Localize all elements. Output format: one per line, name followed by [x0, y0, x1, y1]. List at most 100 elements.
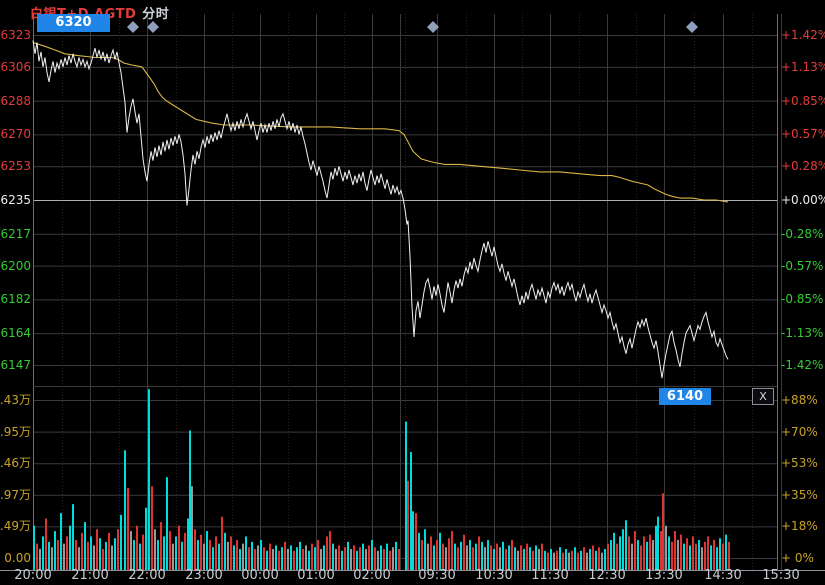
volume-bar	[347, 541, 349, 570]
volume-bar	[374, 547, 376, 570]
volume-bar	[556, 550, 558, 570]
volume-bar	[493, 549, 495, 570]
price-axis-label: 6288	[0, 93, 31, 108]
volume-axis-label: 5.95万	[0, 424, 31, 439]
volume-bar	[184, 532, 186, 570]
volume-bar	[127, 487, 129, 570]
volume-bar	[87, 541, 89, 570]
volume-axis-label: 2.97万	[0, 487, 31, 502]
time-axis-label: 14:30	[704, 568, 742, 583]
time-axis-label: 22:00	[128, 568, 166, 583]
volume-bar	[680, 534, 682, 570]
volume-bar	[350, 549, 352, 570]
volume-bar	[457, 547, 459, 570]
open-price-badge: 6320	[37, 14, 110, 32]
volume-bar	[660, 531, 662, 570]
volume-bar	[698, 540, 700, 570]
volume-bar	[197, 540, 199, 570]
volume-bar	[209, 540, 211, 570]
volume-bar	[287, 549, 289, 570]
volume-percent-axis-label: +53%	[781, 456, 818, 471]
volume-bar	[154, 529, 156, 570]
volume-percent-axis-label: + 0%	[781, 551, 814, 565]
volume-bar	[538, 549, 540, 570]
volume-bar	[224, 532, 226, 570]
volume-bar	[323, 545, 325, 570]
volume-percent-axis-label: +70%	[781, 424, 818, 439]
volume-bar	[583, 547, 585, 570]
volume-bar	[713, 540, 715, 570]
volume-bar	[386, 543, 388, 570]
volume-bar	[601, 552, 603, 570]
time-axis-label: 20:00	[14, 568, 52, 583]
volume-bar	[69, 525, 71, 570]
volume-bar	[175, 536, 177, 570]
volume-bar	[145, 507, 147, 570]
volume-bar	[151, 486, 153, 570]
volume-bar	[725, 534, 727, 570]
volume-bar	[102, 549, 104, 570]
volume-bar	[96, 529, 98, 570]
volume-bar	[412, 511, 414, 570]
percent-axis-label: +1.13%	[781, 59, 825, 74]
volume-bar	[160, 522, 162, 570]
percent-axis-label: -0.28%	[781, 226, 824, 241]
volume-bar	[637, 540, 639, 570]
volume-bar	[646, 541, 648, 570]
volume-bar	[114, 538, 116, 570]
volume-bar	[490, 545, 492, 570]
volume-bar	[302, 549, 304, 570]
volume-bar	[60, 513, 62, 570]
volume-bar	[157, 540, 159, 570]
volume-bar	[652, 540, 654, 570]
volume-bar	[716, 547, 718, 570]
volume-bar	[299, 541, 301, 570]
volume-bar	[640, 545, 642, 570]
volume-bar	[284, 541, 286, 570]
price-axis-label: 6217	[0, 226, 31, 241]
volume-bar	[221, 516, 223, 570]
volume-bar	[99, 538, 101, 570]
low-price-badge: 6140	[659, 388, 711, 405]
volume-bar	[191, 486, 193, 570]
volume-bar	[187, 518, 189, 570]
volume-bar	[592, 545, 594, 570]
volume-bar	[90, 536, 92, 570]
volume-bar	[571, 550, 573, 570]
volume-bar	[163, 536, 165, 570]
volume-bar	[487, 540, 489, 570]
chart-mode-label: 分时	[142, 7, 170, 22]
volume-bar	[260, 540, 262, 570]
volume-bar	[377, 550, 379, 570]
volume-bar	[634, 531, 636, 570]
volume-bar	[508, 545, 510, 570]
volume-bar	[239, 549, 241, 570]
volume-bar	[383, 549, 385, 570]
volume-bar	[54, 531, 56, 570]
volume-bar	[230, 536, 232, 570]
volume-bar	[628, 536, 630, 570]
percent-axis-label: -1.42%	[781, 358, 824, 372]
volume-bar	[218, 543, 220, 570]
volume-bar	[511, 540, 513, 570]
volume-bar	[278, 550, 280, 570]
volume-bar	[296, 547, 298, 570]
volume-bar	[514, 547, 516, 570]
volume-bar	[166, 477, 168, 570]
volume-bar	[719, 538, 721, 570]
volume-bar	[562, 552, 564, 570]
volume-bar	[178, 525, 180, 570]
volume-bar	[553, 552, 555, 570]
volume-bar	[469, 540, 471, 570]
volume-bar	[418, 532, 420, 570]
volume-bar	[212, 547, 214, 570]
volume-bar	[625, 520, 627, 570]
time-axis-label: 10:30	[475, 568, 513, 583]
time-axis-label: 15:30	[762, 568, 800, 583]
volume-bar	[668, 536, 670, 570]
volume-bar	[120, 514, 122, 570]
volume-bar	[33, 525, 35, 570]
close-button[interactable]: X	[752, 388, 774, 405]
volume-bar	[502, 541, 504, 570]
